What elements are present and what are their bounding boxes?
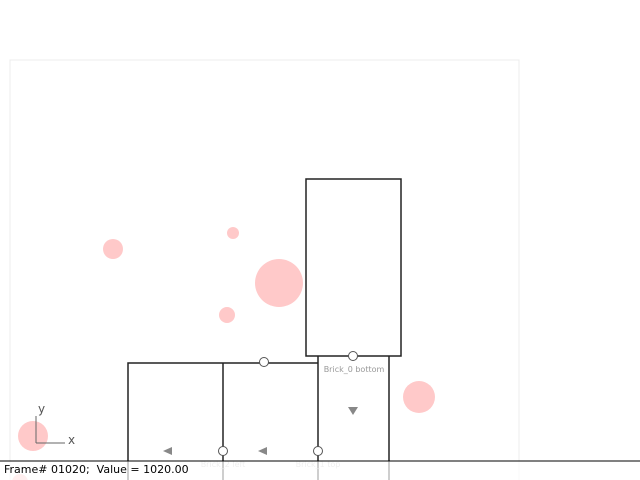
handle[interactable] bbox=[259, 357, 269, 367]
particle bbox=[227, 227, 239, 239]
handle[interactable] bbox=[348, 351, 358, 361]
arrow-marker bbox=[163, 447, 172, 455]
markers bbox=[163, 407, 358, 455]
arrow-marker bbox=[258, 447, 267, 455]
particle bbox=[103, 239, 123, 259]
status-bar bbox=[0, 461, 640, 480]
particle bbox=[18, 421, 48, 451]
axis-gizmo bbox=[35, 416, 65, 444]
handle[interactable] bbox=[313, 446, 323, 456]
status-text: Frame# 01020; Value = 1020.00 bbox=[4, 463, 189, 476]
handles bbox=[218, 351, 358, 456]
axis-label: y bbox=[38, 402, 45, 416]
axis-label: x bbox=[68, 433, 75, 447]
particle bbox=[403, 381, 435, 413]
brick-2 bbox=[127, 362, 318, 480]
arrow-marker bbox=[348, 407, 358, 415]
particle bbox=[219, 307, 235, 323]
brick-label: Brick_0 bottom bbox=[324, 365, 385, 374]
particle bbox=[255, 259, 303, 307]
handle[interactable] bbox=[218, 446, 228, 456]
